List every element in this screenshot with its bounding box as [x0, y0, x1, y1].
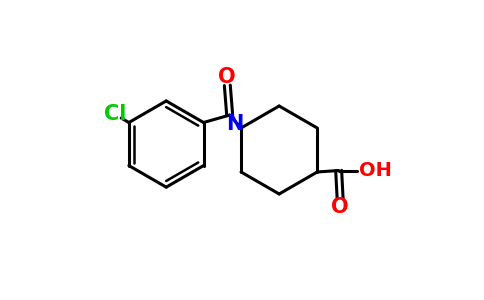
Text: O: O [332, 197, 349, 217]
Text: O: O [218, 67, 236, 87]
Text: Cl: Cl [104, 104, 126, 124]
Text: OH: OH [359, 161, 392, 180]
Text: N: N [226, 114, 243, 134]
